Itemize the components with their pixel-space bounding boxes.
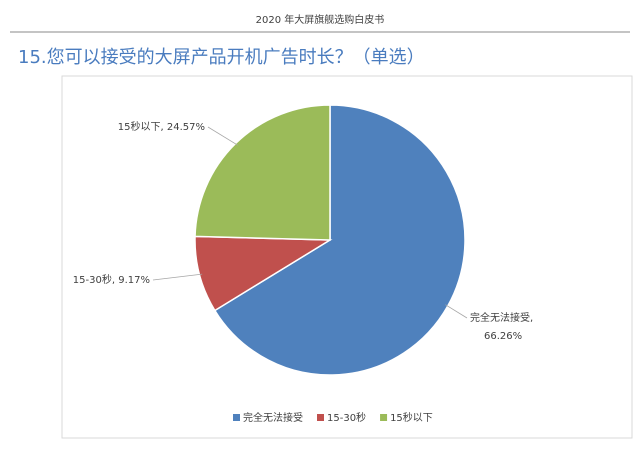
label-category: 15-30秒 <box>73 273 112 286</box>
chart-title: 15.您可以接受的大屏产品开机广告时长？（单选） <box>18 47 425 68</box>
legend-swatch <box>317 414 324 421</box>
leader-line <box>207 126 238 146</box>
label-category: 完全无法接受 <box>470 311 530 324</box>
label-value: 24.57% <box>167 122 205 133</box>
legend-swatch <box>233 414 240 421</box>
legend-label: 15-30秒 <box>327 411 366 424</box>
header-title: 2020 年大屏旗舰选购白皮书 <box>256 13 385 26</box>
legend-swatch <box>380 414 388 421</box>
chart-frame <box>61 75 633 439</box>
label-separator: , <box>112 275 118 286</box>
leader-line <box>152 273 203 281</box>
label-value: 66.26% <box>484 331 522 342</box>
label-value: 9.17% <box>118 275 150 286</box>
label-separator: , <box>530 313 533 324</box>
data-label: 15-30秒, 9.17% <box>73 273 150 286</box>
data-label: 15秒以下, 24.57% <box>118 120 205 133</box>
label-category: 15秒以下 <box>118 120 161 133</box>
legend-label: 15秒以下 <box>390 411 433 424</box>
pie-slice <box>194 104 331 241</box>
legend-label: 完全无法接受 <box>243 411 303 424</box>
data-label: 完全无法接受, 66.26% <box>470 311 533 342</box>
label-separator: , <box>161 122 167 133</box>
leader-line <box>445 304 468 319</box>
